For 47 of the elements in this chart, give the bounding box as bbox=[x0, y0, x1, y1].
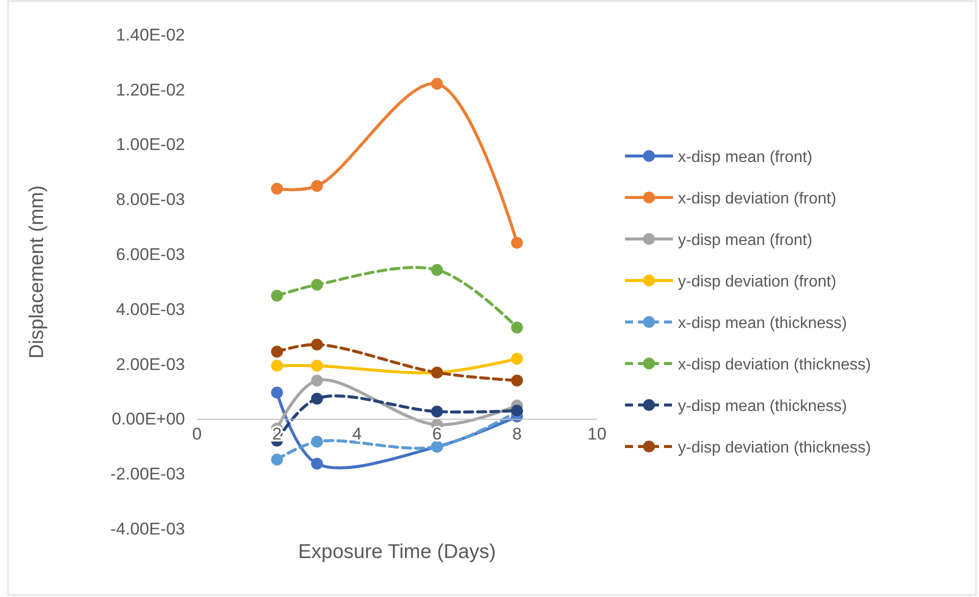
legend-label: y-disp mean (thickness) bbox=[678, 398, 847, 415]
legend-label: x-disp mean (front) bbox=[678, 149, 812, 166]
legend-label: y-disp mean (front) bbox=[678, 232, 812, 249]
point bbox=[271, 346, 283, 358]
x-tick-label: 8 bbox=[512, 424, 522, 444]
point bbox=[511, 374, 523, 386]
point bbox=[271, 182, 283, 195]
y-tick-label: 4.00E-03 bbox=[116, 300, 185, 319]
point bbox=[431, 78, 443, 90]
point bbox=[311, 436, 323, 448]
point bbox=[271, 454, 283, 466]
x-tick-label: 10 bbox=[588, 424, 606, 444]
point bbox=[511, 322, 523, 334]
legend-label: x-disp deviation (front) bbox=[678, 190, 836, 208]
point bbox=[431, 264, 443, 276]
legend-label: y-disp deviation (front) bbox=[678, 274, 836, 290]
point bbox=[271, 386, 283, 399]
x-tick-label: 0 bbox=[192, 424, 202, 444]
point bbox=[431, 406, 443, 418]
legend-label: y-disp deviation (thickness) bbox=[678, 440, 871, 456]
point bbox=[511, 236, 523, 249]
x-axis-title: Exposure Time (Days) bbox=[298, 541, 496, 563]
y-tick-label: 2.00E-03 bbox=[116, 354, 185, 374]
y-tick-label: 0.00E+00 bbox=[112, 410, 185, 429]
y-tick-label: 1.40E-02 bbox=[116, 25, 185, 44]
y-tick-label: 8.00E-03 bbox=[116, 190, 185, 210]
point bbox=[311, 360, 323, 372]
point bbox=[271, 290, 283, 302]
point bbox=[311, 180, 323, 192]
y-axis-title: Displacement (mm) bbox=[26, 185, 48, 359]
point bbox=[271, 360, 283, 372]
legend-label: x-disp deviation (thickness) bbox=[678, 356, 871, 374]
y-tick-label: 6.00E-03 bbox=[116, 244, 185, 264]
point bbox=[511, 352, 523, 365]
point bbox=[311, 458, 323, 470]
legend-label: x-disp mean (thickness) bbox=[678, 315, 847, 332]
x-tick-label: 2 bbox=[272, 424, 282, 444]
point bbox=[311, 392, 323, 405]
point bbox=[311, 278, 323, 291]
x-tick-label: 6 bbox=[432, 424, 442, 444]
y-tick-label: -4.00E-03 bbox=[110, 519, 185, 538]
y-tick-label: 1.20E-02 bbox=[116, 80, 185, 100]
point bbox=[311, 374, 323, 386]
y-tick-label: -2.00E-03 bbox=[110, 464, 185, 484]
x-tick-label: 4 bbox=[352, 424, 362, 444]
point bbox=[311, 338, 323, 350]
y-tick-label: 1.00E-02 bbox=[116, 135, 185, 154]
